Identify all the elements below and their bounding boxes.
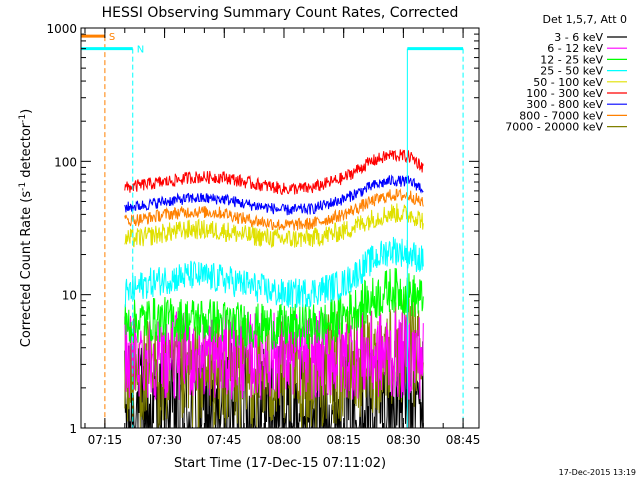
series-line-50-100-kev xyxy=(124,203,424,249)
y-tick-label: 1 xyxy=(69,422,77,436)
y-tick-label: 1000 xyxy=(46,22,77,36)
y-tick-label: 100 xyxy=(54,155,77,169)
legend-title: Det 1,5,7, Att 0 xyxy=(543,13,627,26)
x-tick-label: 07:45 xyxy=(207,433,242,447)
x-tick-label: 08:15 xyxy=(326,433,361,447)
x-axis-label: Start Time (17-Dec-15 07:11:02) xyxy=(174,456,386,471)
y-axis-label-part: Corrected Count Rate (s xyxy=(19,191,34,348)
legend-label: 300 - 800 keV xyxy=(526,98,603,111)
legend-label: 800 - 7000 keV xyxy=(519,109,603,122)
x-tick-label: 08:45 xyxy=(446,433,481,447)
x-tick-label: 08:00 xyxy=(267,433,302,447)
x-tick-label: 08:30 xyxy=(386,433,421,447)
y-axis: 1 10 100 1000 xyxy=(46,22,479,436)
y-axis-label-superscript: -1 xyxy=(18,182,28,191)
series-line-3-6-kev xyxy=(124,336,424,428)
annotation-layer xyxy=(81,34,464,428)
plot-clip-group xyxy=(81,34,464,428)
y-axis-label: Corrected Count Rate (s-1 detector-1) xyxy=(18,109,34,347)
x-tick-label: 07:30 xyxy=(147,433,182,447)
series-line-12-25-kev xyxy=(124,268,424,350)
timestamp: 17-Dec-2015 13:19 xyxy=(559,468,636,477)
chart-title: HESSI Observing Summary Count Rates, Cor… xyxy=(102,5,459,21)
legend-label: 12 - 25 keV xyxy=(540,53,603,66)
x-axis: 07:15 07:30 07:45 08:00 08:15 08:30 08:45 xyxy=(84,28,481,447)
y-axis-label-superscript: -1 xyxy=(18,114,28,123)
legend-label: 50 - 100 keV xyxy=(533,76,603,89)
series-line-800-7000-kev xyxy=(124,188,424,231)
series-line-25-50-kev xyxy=(124,236,424,309)
plot-frame xyxy=(80,27,480,429)
legend-label: 25 - 50 keV xyxy=(540,65,603,78)
series-line-300-800-kev xyxy=(124,174,424,216)
legend-label: 100 - 300 keV xyxy=(526,87,603,100)
y-axis-label-part: ) xyxy=(19,109,34,114)
x-tick-label: 07:15 xyxy=(88,433,123,447)
flag-label-s: S xyxy=(109,32,115,43)
legend-label: 3 - 6 keV xyxy=(554,31,603,44)
y-tick-label: 10 xyxy=(62,289,77,303)
series-line-6-12-kev xyxy=(124,310,424,401)
legend-label: 6 - 12 keV xyxy=(547,42,603,55)
legend-label: 7000 - 20000 keV xyxy=(505,121,603,134)
flag-label-n: N xyxy=(137,45,144,56)
series-line-100-300-kev xyxy=(124,149,424,196)
series-layer xyxy=(124,149,424,428)
y-axis-label-part: detector xyxy=(19,122,34,182)
